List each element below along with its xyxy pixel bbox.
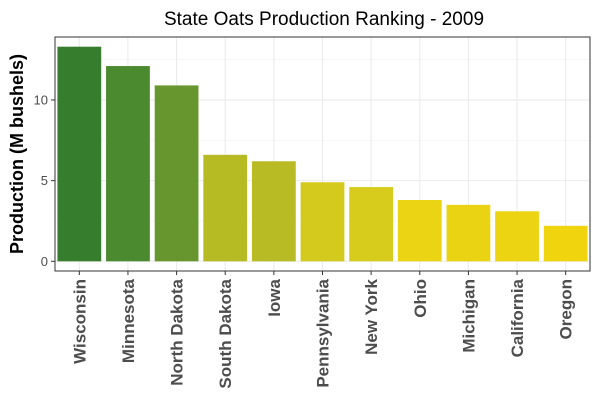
bar-iowa	[251, 161, 296, 262]
bar-ohio	[397, 199, 442, 262]
bar-wisconsin	[57, 46, 102, 262]
x-tick-label: Wisconsin	[70, 279, 89, 364]
bar-new-york	[349, 187, 394, 262]
plot-border	[54, 36, 591, 272]
bar-california	[495, 211, 539, 262]
y-tick-label: 5	[41, 173, 48, 188]
bar-south-dakota	[203, 154, 248, 262]
x-tick-label: Michigan	[459, 279, 478, 353]
bar-pennsylvania	[300, 182, 345, 262]
y-tick-label: 0	[41, 254, 48, 269]
x-tick-label: North Dakota	[168, 278, 187, 385]
x-tick-label: South Dakota	[216, 278, 235, 388]
y-axis-label: Production (M bushels)	[7, 54, 27, 254]
bars	[57, 46, 588, 262]
x-tick-label: Pennsylvania	[314, 278, 333, 387]
x-axis: Wisconsin Minnesota North Dakota South Dako…	[70, 271, 576, 389]
y-axis: 0 5 10	[34, 92, 55, 269]
x-tick-label: Minnesota	[119, 278, 138, 363]
x-tick-label: Iowa	[265, 278, 284, 316]
bar-oregon	[543, 225, 588, 262]
chart-title: State Oats Production Ranking - 2009	[164, 9, 484, 30]
bar-north-dakota	[154, 85, 199, 262]
x-tick-label: Ohio	[411, 279, 430, 318]
x-tick-label: California	[508, 278, 527, 357]
x-tick-label: Oregon	[557, 279, 576, 339]
y-tick-label: 10	[34, 92, 48, 107]
bar-michigan	[446, 204, 491, 262]
x-tick-label: New York	[362, 278, 381, 354]
bar-minnesota	[106, 66, 150, 262]
